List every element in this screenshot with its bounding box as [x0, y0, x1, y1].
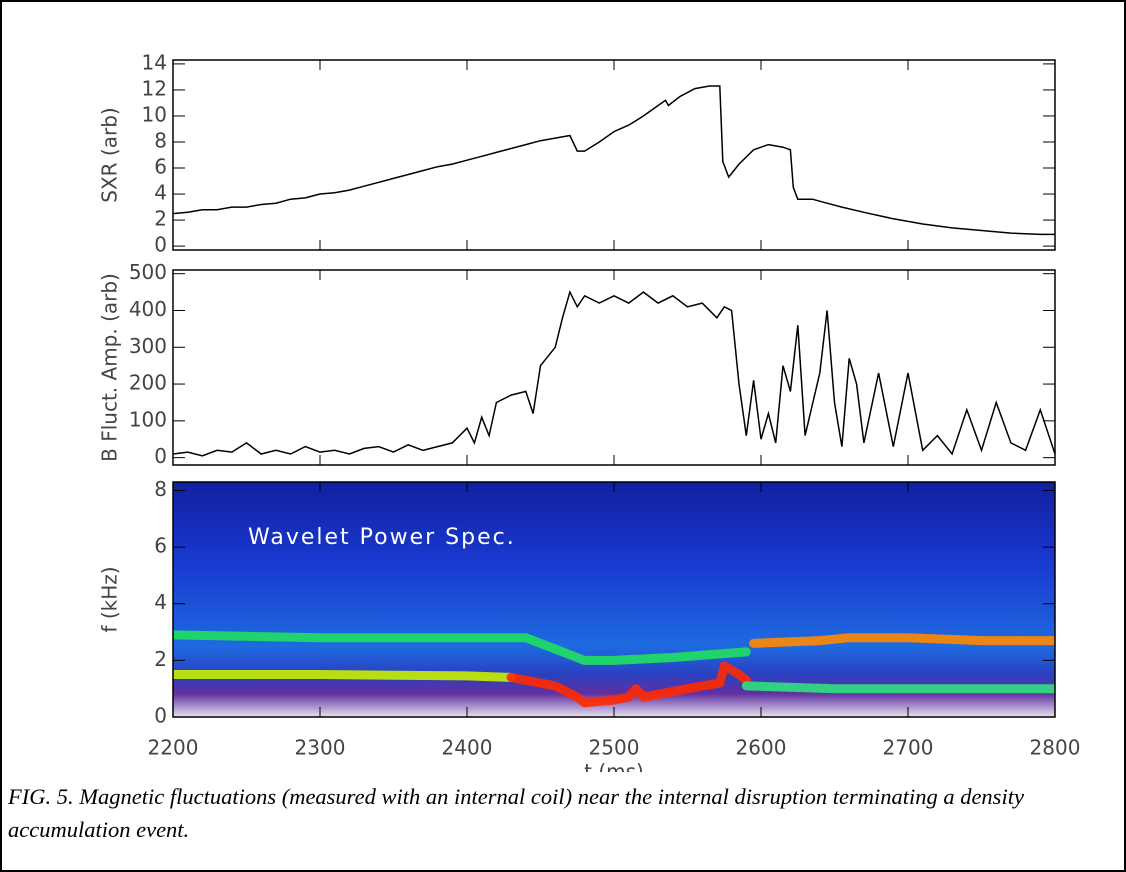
- x-tick-label: 2700: [883, 736, 934, 760]
- y-tick-label: 8: [154, 128, 167, 152]
- y-tick-label: 10: [142, 102, 167, 126]
- y-tick-label: 14: [142, 50, 167, 74]
- y-tick-label: 6: [154, 534, 167, 558]
- spectral-ridge: [741, 681, 1055, 694]
- spectrogram-background: [173, 482, 1055, 717]
- x-tick-label: 2300: [295, 736, 346, 760]
- data-line: [173, 290, 1055, 457]
- y-tick-label: 0: [154, 704, 167, 728]
- plot-frame: [172, 269, 1056, 466]
- y-tick-label: 100: [129, 407, 167, 431]
- spectral-ridge: [749, 633, 1055, 648]
- y-axis-label: f (kHz): [98, 566, 122, 632]
- y-tick-label: 6: [154, 155, 167, 179]
- y-tick-label: 12: [142, 76, 167, 100]
- y-tick-label: 300: [129, 334, 167, 358]
- caption: FIG. 5. Magnetic fluctuations (measured …: [8, 784, 1024, 842]
- y-tick-label: 2: [154, 647, 167, 671]
- plot-frame: [172, 59, 1056, 251]
- spectral-ridge: [173, 670, 516, 682]
- y-tick-label: 8: [154, 477, 167, 501]
- y-tick-label: 0: [154, 444, 167, 468]
- spectral-ridge: [506, 661, 751, 708]
- y-tick-label: 500: [129, 260, 167, 284]
- y-tick-label: 0: [154, 233, 167, 257]
- y-tick-label: 200: [129, 371, 167, 395]
- data-line: [173, 85, 1055, 236]
- annotation: Wavelet Power Spec.: [248, 525, 516, 550]
- x-tick-label: 2200: [148, 736, 199, 760]
- y-tick-label: 4: [154, 181, 167, 205]
- x-tick-label: 2800: [1030, 736, 1081, 760]
- y-tick-label: 400: [129, 297, 167, 321]
- x-tick-label: 2500: [589, 736, 640, 760]
- y-tick-label: 2: [154, 207, 167, 231]
- spectral-ridge: [173, 630, 751, 665]
- x-tick-label: 2600: [736, 736, 787, 760]
- x-axis-label: t (ms): [584, 760, 644, 773]
- y-axis-label: SXR (arb): [98, 107, 122, 202]
- y-tick-label: 4: [154, 590, 167, 614]
- y-axis-label: B Fluct. Amp. (arb): [98, 273, 122, 462]
- x-tick-label: 2400: [442, 736, 493, 760]
